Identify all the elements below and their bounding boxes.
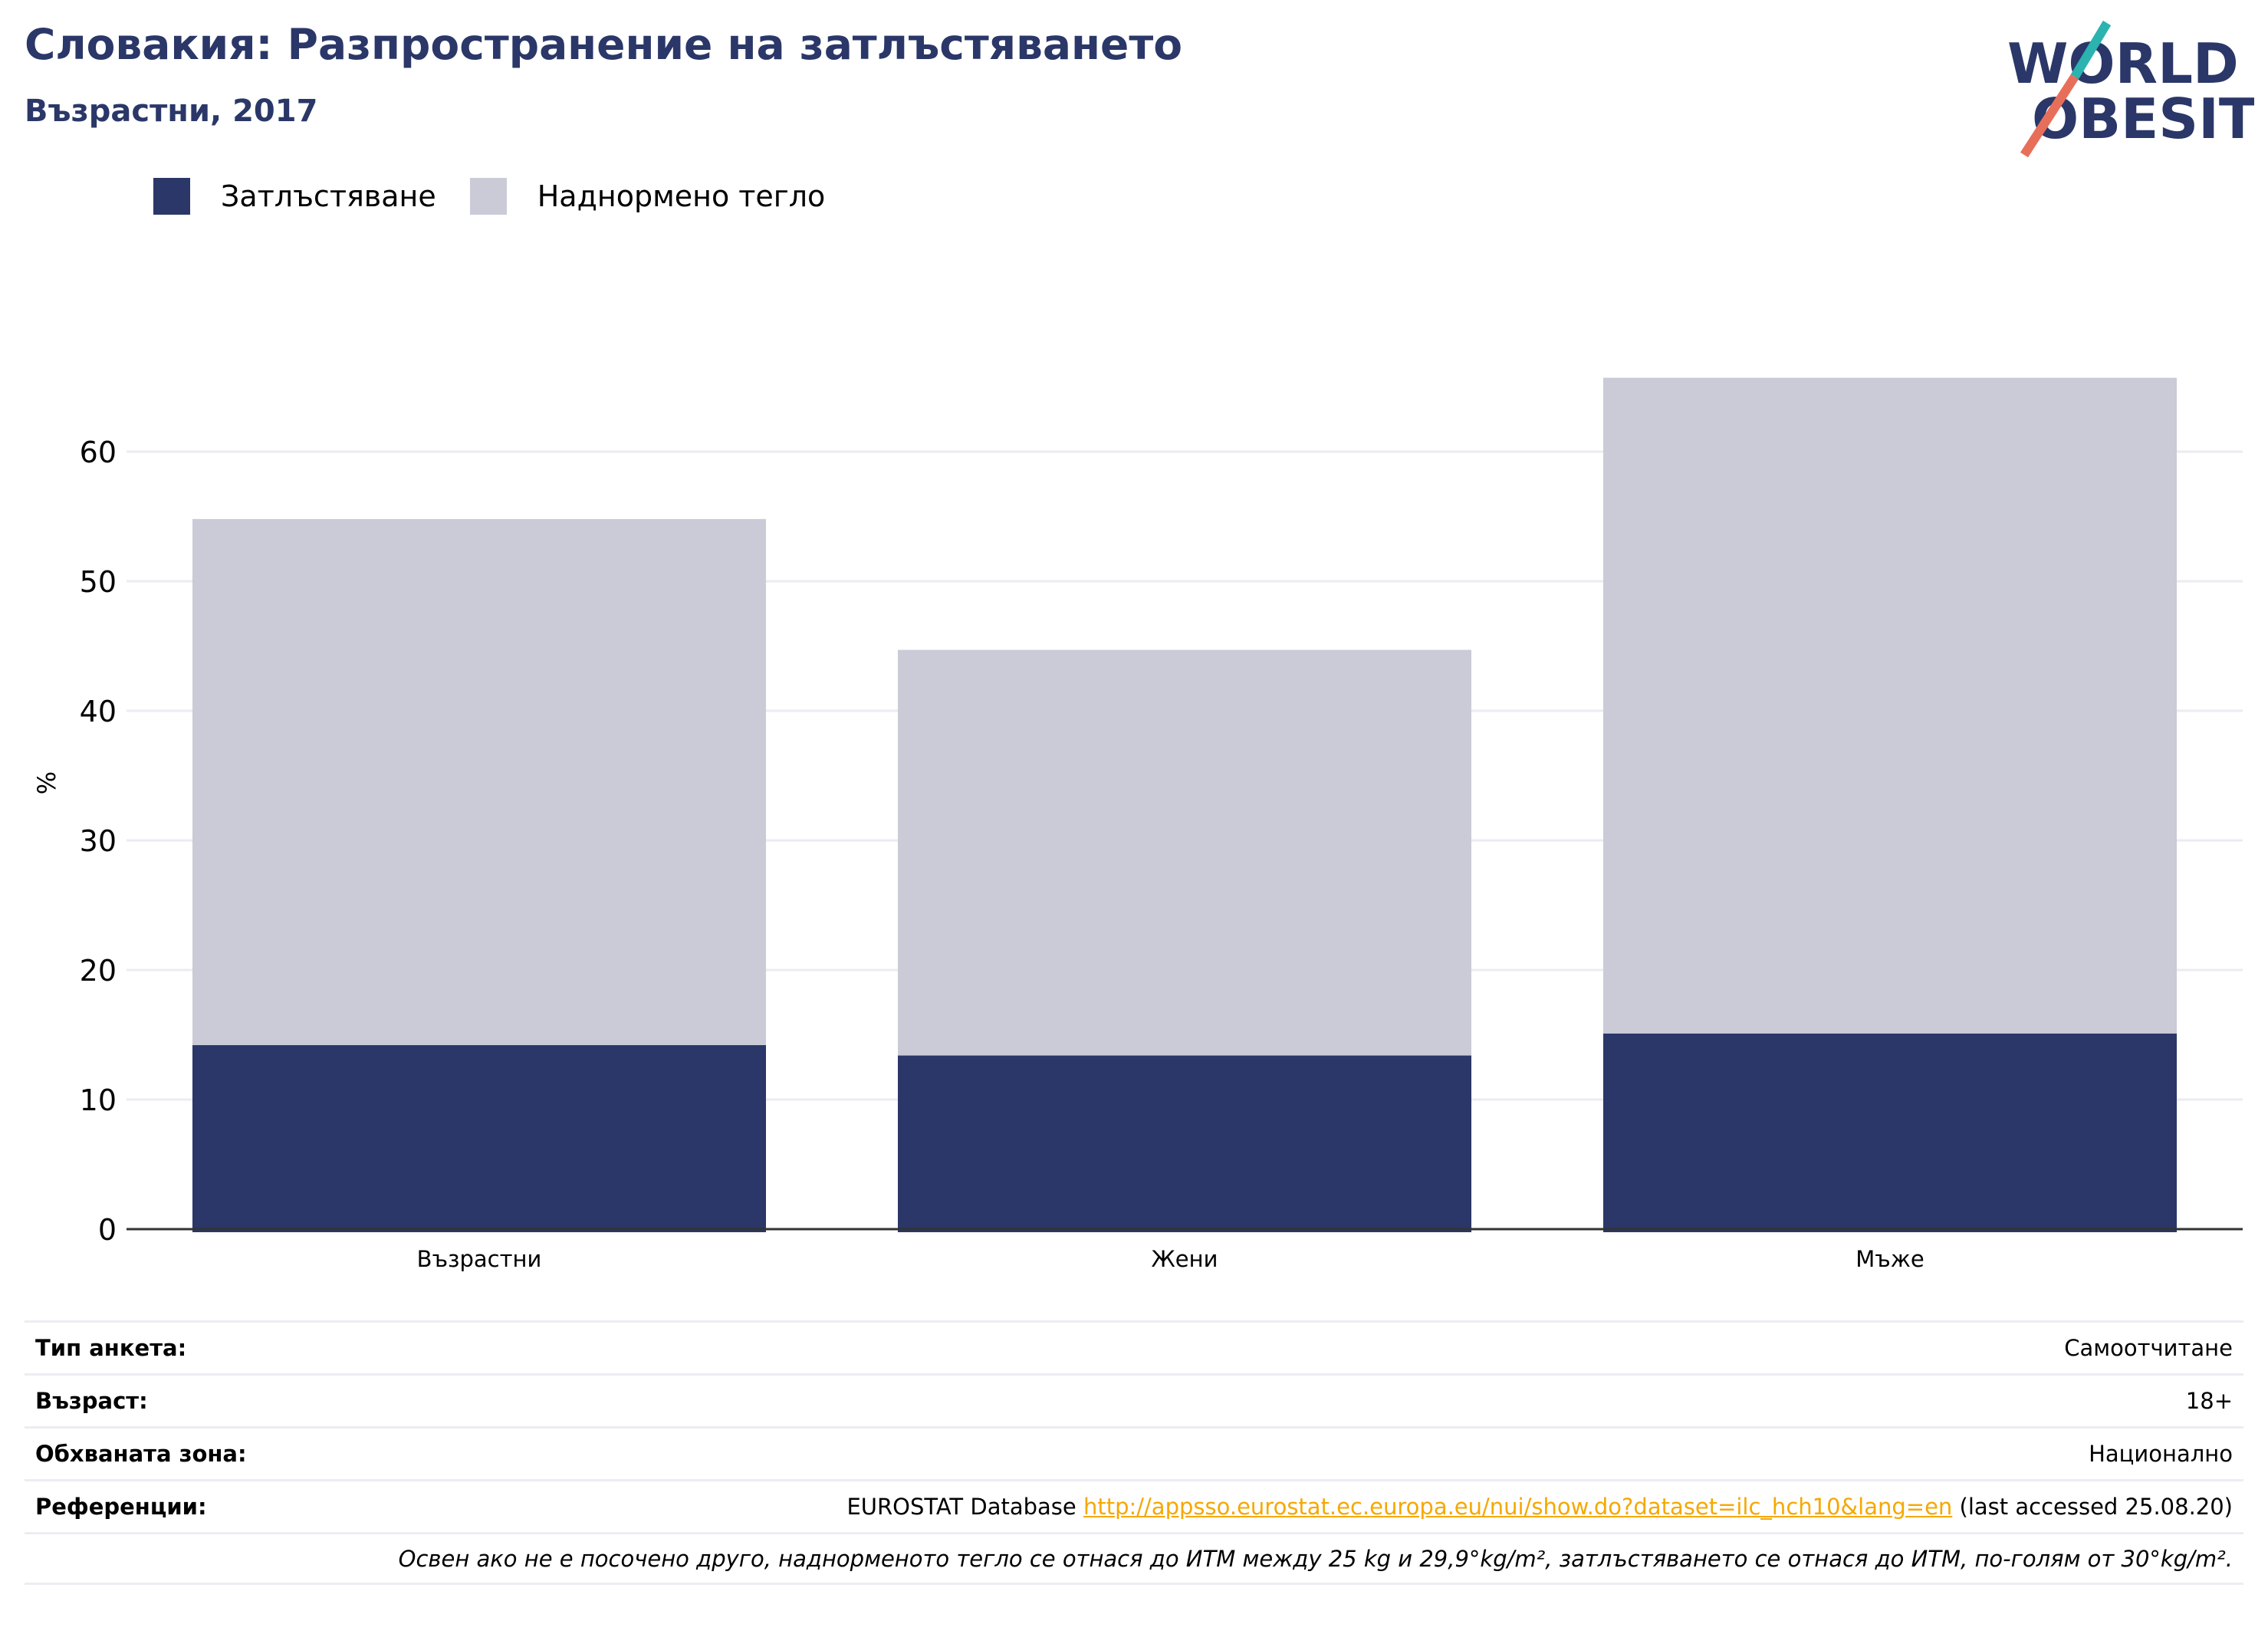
bar-chart: 0 10 20 30 40 50 60% Възрастни Жени Мъже xyxy=(32,377,2243,1272)
legend-swatch-obesity xyxy=(153,178,190,215)
legend-item-overweight[interactable]: Наднормено тегло xyxy=(469,178,826,215)
info-row-area: Обхваната зона: Национално xyxy=(25,1426,2243,1479)
chart-subtitle: Възрастни, 2017 xyxy=(25,94,318,129)
y-tick-label-50: 50 xyxy=(80,565,117,599)
y-tick-label-0: 0 xyxy=(98,1213,117,1247)
bar-obesity-0 xyxy=(192,1045,766,1232)
bar-obesity-1 xyxy=(898,1055,1471,1232)
age-label: Възраст: xyxy=(35,1388,148,1414)
age-value: 18+ xyxy=(2185,1388,2233,1414)
logo-line-1: WORLD xyxy=(2007,31,2239,96)
x-tick-label-1: Жени xyxy=(1152,1246,1218,1272)
references-value: EUROSTAT Database http://appsso.eurostat… xyxy=(846,1494,2233,1520)
bar-overweight-2 xyxy=(1603,377,2177,1034)
references-suffix: (last accessed 25.08.20) xyxy=(1959,1494,2233,1520)
info-row-age: Възраст: 18+ xyxy=(25,1373,2243,1426)
references-link[interactable]: http://appsso.eurostat.ec.europa.eu/nui/… xyxy=(1083,1494,1953,1520)
y-tick-label-60: 60 xyxy=(80,436,117,469)
bar-overweight-0 xyxy=(192,518,766,1046)
chart-title: Словакия: Разпространение на затлъстяван… xyxy=(25,20,1182,69)
y-tick-label-40: 40 xyxy=(80,695,117,728)
legend-label-overweight: Наднормено тегло xyxy=(537,179,826,213)
definition-note: Освен ако не е посочено друго, наднормен… xyxy=(398,1545,2233,1572)
x-tick-label-2: Мъже xyxy=(1855,1246,1924,1272)
survey-type-label: Тип анкета: xyxy=(35,1335,187,1361)
legend-item-obesity[interactable]: Затлъстяване xyxy=(153,178,436,215)
references-prefix: EUROSTAT Database xyxy=(846,1494,1076,1520)
legend: Затлъстяване Наднормено тегло xyxy=(153,175,843,218)
bar-overweight-1 xyxy=(898,649,1471,1056)
y-axis-label: % xyxy=(32,771,61,794)
area-label: Обхваната зона: xyxy=(35,1441,247,1467)
logo-slash-coral xyxy=(2020,74,2079,158)
info-row-references: Референции: EUROSTAT Database http://app… xyxy=(25,1479,2243,1532)
y-tick-label-10: 10 xyxy=(80,1083,117,1117)
x-tick-label-0: Възрастни xyxy=(417,1246,542,1272)
y-tick-label-20: 20 xyxy=(80,954,117,988)
info-row-survey: Тип анкета: Самоотчитане xyxy=(25,1320,2243,1373)
area-value: Национално xyxy=(2089,1441,2233,1467)
y-tick-label-30: 30 xyxy=(80,824,117,858)
legend-label-obesity: Затлъстяване xyxy=(221,179,436,213)
world-obesity-logo[interactable]: WORLD OBESITY xyxy=(1994,15,2254,169)
legend-swatch-overweight xyxy=(469,178,507,215)
references-label: Референции: xyxy=(35,1494,207,1520)
bar-obesity-2 xyxy=(1603,1033,2177,1232)
logo-line-2: OBESITY xyxy=(2032,87,2254,151)
info-row-note: Освен ако не е посочено друго, наднормен… xyxy=(25,1532,2243,1585)
survey-type-value: Самоотчитане xyxy=(2064,1335,2233,1361)
info-table: Тип анкета: Самоотчитане Възраст: 18+ Об… xyxy=(25,1320,2243,1585)
logo-slash-teal xyxy=(2070,20,2112,80)
